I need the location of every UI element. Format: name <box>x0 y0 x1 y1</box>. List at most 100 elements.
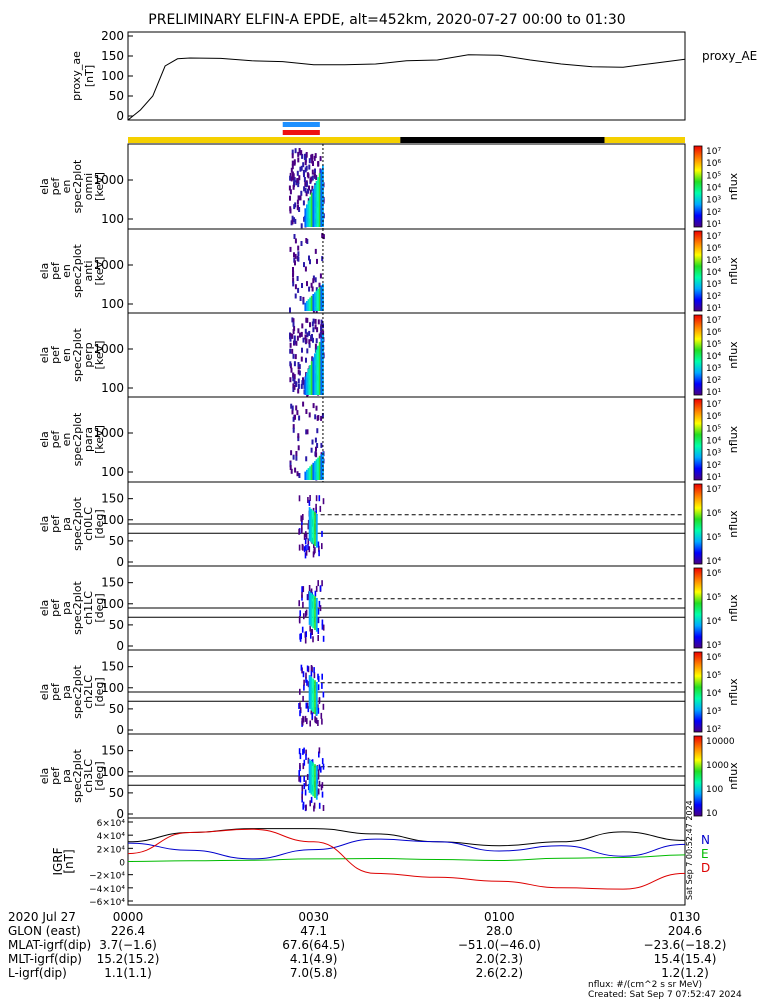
perp-colorbar <box>693 314 703 396</box>
ch2LC-ylabel: spec2plot <box>71 665 84 719</box>
omni-cell <box>315 181 318 227</box>
ch1LC-cbar-label: nflux <box>727 594 740 622</box>
ch1LC-ytick-label: 50 <box>109 618 124 632</box>
perp-cell <box>293 384 296 390</box>
perp-cell <box>302 337 305 343</box>
igrf-legend-d: D <box>701 861 710 875</box>
ch3LC-cell <box>306 774 309 780</box>
ch0LC-ylabel: spec2plot <box>71 497 84 551</box>
para-cell <box>295 405 298 411</box>
perp-cell <box>310 361 313 395</box>
ch0LC-cell <box>305 549 308 556</box>
ch3LC-cell <box>320 784 323 791</box>
anti-ytick-label: 100 <box>101 297 124 311</box>
omni-ylabel: pef <box>49 177 62 196</box>
ch2LC-cell <box>300 664 303 671</box>
omni-cell <box>300 150 303 156</box>
proxy-ae-ytick-label: 0 <box>116 109 124 123</box>
anti-cbar-label: nflux <box>727 257 740 285</box>
omni-cell <box>312 188 315 227</box>
anti-cbar-tick: 10¹ <box>706 304 721 314</box>
perp-cell <box>306 332 309 338</box>
para-cell <box>292 424 295 430</box>
ch0LC-colorbar <box>693 483 703 565</box>
ch3LC-cell <box>305 754 307 760</box>
perp-cell <box>291 333 294 339</box>
omni-cell <box>293 204 296 210</box>
ch1LC-cell <box>311 629 313 635</box>
plot-title: PRELIMINARY ELFIN-A EPDE, alt=452km, 202… <box>148 12 625 28</box>
ch1LC-ylabel: ela <box>38 600 51 617</box>
para-cell <box>305 409 308 414</box>
omni-cell <box>289 189 292 195</box>
para-cbar-tick: 10³ <box>706 449 721 459</box>
anti-ylabel: ela <box>38 263 51 280</box>
ch2LC-cell <box>310 665 313 671</box>
para-ylabel: ela <box>38 431 51 448</box>
para-ylabel: [keV] <box>93 425 106 454</box>
anti-cell <box>294 284 297 290</box>
ch1LC-cell <box>304 637 307 644</box>
perp-cell <box>307 368 310 395</box>
perp-cbar-tick: 10³ <box>706 364 721 374</box>
anti-cell <box>297 245 300 251</box>
anti-cell <box>297 251 300 257</box>
para-cbar-tick: 10² <box>706 461 721 471</box>
anti-cell <box>309 259 311 265</box>
ch1LC-cbar-tick: 10³ <box>706 641 721 651</box>
omni-cell <box>289 172 292 178</box>
ch2LC-cell <box>307 681 310 688</box>
omni-cell <box>308 185 310 191</box>
ch0LC-cell <box>321 543 323 550</box>
anti-cell <box>302 299 305 305</box>
igrf-line-d <box>127 828 686 890</box>
anti-cell <box>301 283 303 288</box>
perp-cell <box>298 370 301 376</box>
omni-cell <box>300 223 303 229</box>
anti-cell <box>299 296 302 301</box>
ch1LC-cell <box>319 605 322 612</box>
ch3LC-cell <box>301 785 304 792</box>
ch3LC-cell <box>318 751 320 758</box>
ch0LC-cbar-tick: 10⁶ <box>706 509 721 519</box>
ch1LC-cell <box>302 601 304 608</box>
proxy-ae-line <box>127 54 686 121</box>
igrf-line-e <box>127 854 686 862</box>
omni-cbar-tick: 10⁵ <box>706 171 721 181</box>
perp-cell <box>314 353 316 395</box>
ch3LC-cbar-tick: 10 <box>706 809 718 819</box>
perp-cell <box>300 331 303 337</box>
perp-ylabel: spec2plot <box>71 328 84 382</box>
ch0LC-cell <box>305 544 307 551</box>
para-cell <box>294 414 296 420</box>
anti-cell <box>294 253 297 259</box>
ch1LC-cell <box>312 636 314 643</box>
para-cell <box>308 412 311 418</box>
omni-cell <box>290 167 293 173</box>
ch0LC-cell <box>315 507 317 514</box>
para-cell <box>298 473 301 478</box>
ch3LC-cell <box>317 788 320 795</box>
para-cell <box>290 468 293 474</box>
ch3LC-ylabel: pef <box>49 766 62 785</box>
ch1LC-ylabel: pa <box>60 601 73 615</box>
perp-cell <box>320 325 323 331</box>
footer-row-value: 15.2(15.2) <box>97 952 160 966</box>
ch0LC-cbar-tick: 10⁴ <box>706 557 721 567</box>
ch0LC-cell <box>309 495 311 501</box>
omni-cell <box>296 199 299 205</box>
omni-cell <box>306 204 308 227</box>
ch2LC-cell <box>308 675 311 709</box>
ch2LC-cell <box>321 673 323 680</box>
ch3LC-cell <box>322 763 325 770</box>
omni-cell <box>302 162 305 168</box>
anti-cell <box>312 278 315 284</box>
omni-cell <box>310 176 313 182</box>
omni-cell <box>305 191 308 197</box>
omni-cell <box>302 200 305 206</box>
igrf-ytick-label: 6×10⁴ <box>97 819 126 829</box>
ch0LC-cell <box>312 510 315 545</box>
ch0LC-cbar-label: nflux <box>727 510 740 538</box>
